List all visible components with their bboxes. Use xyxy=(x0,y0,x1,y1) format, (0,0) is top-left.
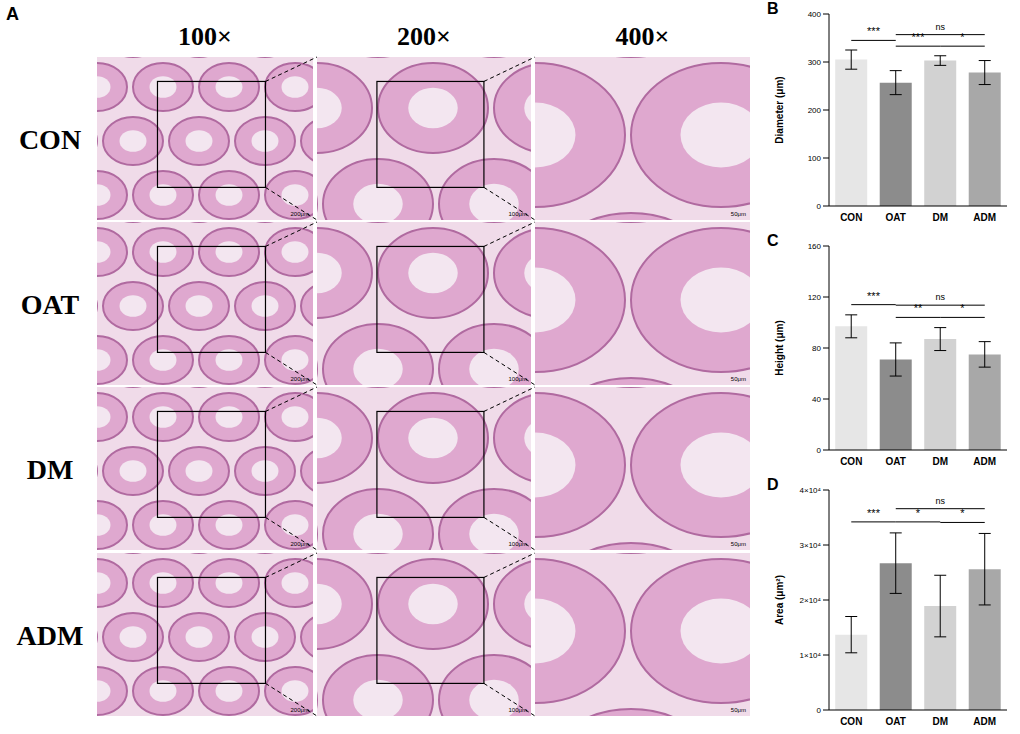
svg-text:CON: CON xyxy=(840,716,862,727)
svg-text:OAT: OAT xyxy=(886,716,906,727)
svg-text:200: 200 xyxy=(808,106,822,115)
svg-text:200μm: 200μm xyxy=(291,707,309,713)
svg-text:1×10⁴: 1×10⁴ xyxy=(800,651,822,660)
svg-text:A: A xyxy=(8,4,19,24)
html-text:C: C xyxy=(767,232,779,249)
svg-text:100μm: 100μm xyxy=(509,376,527,382)
svg-text:ns: ns xyxy=(935,292,945,302)
svg-text:ns: ns xyxy=(935,496,945,506)
svg-text:ns: ns xyxy=(935,22,945,32)
svg-text:100μm: 100μm xyxy=(509,211,527,217)
svg-text:50μm: 50μm xyxy=(731,707,746,713)
svg-text:40: 40 xyxy=(812,395,821,404)
svg-text:DM: DM xyxy=(932,716,948,727)
svg-text:2×10⁴: 2×10⁴ xyxy=(800,596,822,605)
html-text:B: B xyxy=(767,0,779,17)
svg-text:0: 0 xyxy=(817,202,822,211)
svg-text:50μm: 50μm xyxy=(731,541,746,547)
svg-text:0: 0 xyxy=(817,706,822,715)
svg-text:OAT: OAT xyxy=(886,212,906,223)
svg-text:*: * xyxy=(916,507,921,519)
svg-text:CON: CON xyxy=(840,212,862,223)
svg-text:DM: DM xyxy=(932,456,948,467)
svg-text:300: 300 xyxy=(808,58,822,67)
svg-text:OAT: OAT xyxy=(21,289,80,320)
svg-text:50μm: 50μm xyxy=(731,376,746,382)
svg-text:**: ** xyxy=(914,302,923,314)
svg-text:4×10⁴: 4×10⁴ xyxy=(800,486,822,495)
svg-text:*: * xyxy=(960,507,965,519)
svg-text:ADM: ADM xyxy=(973,716,996,727)
svg-text:***: *** xyxy=(867,290,881,302)
svg-text:*: * xyxy=(960,31,965,43)
svg-text:DM: DM xyxy=(27,454,74,485)
svg-text:0: 0 xyxy=(817,446,822,455)
svg-text:80: 80 xyxy=(812,344,821,353)
svg-text:Area (μm²): Area (μm²) xyxy=(774,575,785,625)
svg-text:3×10⁴: 3×10⁴ xyxy=(800,541,822,550)
svg-text:Height (μm): Height (μm) xyxy=(774,320,785,376)
svg-text:***: *** xyxy=(867,507,881,519)
svg-text:100μm: 100μm xyxy=(509,707,527,713)
svg-text:100×: 100× xyxy=(178,22,232,51)
svg-text:***: *** xyxy=(867,25,881,37)
svg-text:200μm: 200μm xyxy=(291,541,309,547)
svg-text:200μm: 200μm xyxy=(291,211,309,217)
svg-text:200μm: 200μm xyxy=(291,376,309,382)
svg-text:CON: CON xyxy=(19,124,81,155)
svg-text:100μm: 100μm xyxy=(509,541,527,547)
html-text:D: D xyxy=(767,476,779,493)
svg-text:ADM: ADM xyxy=(973,212,996,223)
svg-text:160: 160 xyxy=(808,242,822,251)
svg-text:*: * xyxy=(960,302,965,314)
svg-text:ADM: ADM xyxy=(17,620,84,651)
svg-text:DM: DM xyxy=(932,212,948,223)
svg-text:50μm: 50μm xyxy=(731,211,746,217)
svg-text:100: 100 xyxy=(808,154,822,163)
svg-text:ADM: ADM xyxy=(973,456,996,467)
svg-text:OAT: OAT xyxy=(886,456,906,467)
svg-text:400×: 400× xyxy=(616,22,670,51)
svg-text:120: 120 xyxy=(808,293,822,302)
svg-text:400: 400 xyxy=(808,10,822,19)
svg-text:Diameter (μm): Diameter (μm) xyxy=(774,76,785,143)
svg-text:***: *** xyxy=(912,31,926,43)
svg-text:CON: CON xyxy=(840,456,862,467)
svg-text:200×: 200× xyxy=(397,22,451,51)
